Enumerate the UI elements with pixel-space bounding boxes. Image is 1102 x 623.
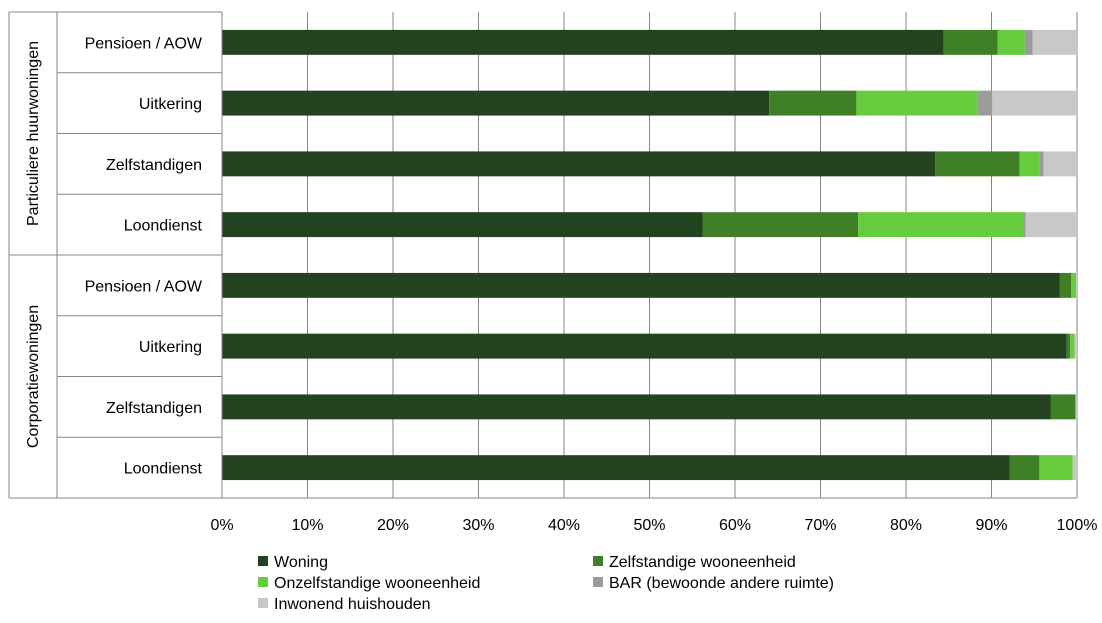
legend-label: BAR (bewoonde andere ruimte): [609, 575, 834, 592]
bar-segment: [1050, 394, 1076, 420]
x-tick-label: 50%: [633, 517, 665, 534]
x-tick-label: 70%: [804, 517, 836, 534]
bar-segment: [1076, 272, 1077, 298]
category-label: Uitkering: [139, 96, 202, 113]
bar-segment: [1066, 333, 1071, 359]
bar-segment: [943, 29, 998, 55]
category-label: Uitkering: [139, 339, 202, 356]
x-tick-label: 20%: [377, 517, 409, 534]
legend-label: Inwonend huishouden: [274, 596, 431, 613]
bar-segment: [1039, 455, 1073, 481]
bar-segment: [1043, 151, 1077, 177]
bars: [222, 29, 1077, 481]
bar-segment: [1071, 272, 1077, 298]
bar-segment: [856, 90, 978, 116]
legend-swatch: [258, 556, 268, 566]
category-label: Pensioen / AOW: [85, 35, 203, 52]
category-label: Loondienst: [124, 461, 203, 478]
bar-segment: [222, 394, 1051, 420]
x-tick-label: 90%: [975, 517, 1007, 534]
axes: [8, 11, 1077, 499]
bar-segment: [1059, 272, 1072, 298]
bar-segment: [702, 212, 859, 238]
legend-label: Zelfstandige wooneenheid: [609, 554, 796, 571]
bar-segment: [1019, 151, 1040, 177]
group-label: Particuliere huurwoningen: [25, 41, 42, 226]
legend-label: Onzelfstandige wooneenheid: [274, 575, 480, 592]
bar-segment: [1024, 29, 1033, 55]
x-tick-label: 10%: [291, 517, 323, 534]
legend-swatch: [593, 556, 603, 566]
bar-segment: [997, 29, 1025, 55]
legend-swatch: [258, 598, 268, 608]
bar-segment: [1074, 333, 1077, 359]
x-tick-label: 0%: [210, 517, 233, 534]
category-label: Pensioen / AOW: [85, 278, 203, 295]
bar-segment: [769, 90, 857, 116]
bar-segment: [935, 151, 1020, 177]
bar-segment: [222, 29, 944, 55]
bar-segment: [977, 90, 993, 116]
bar-segment: [1023, 212, 1026, 238]
bar-segment: [222, 90, 770, 116]
bar-segment: [1075, 394, 1077, 420]
x-tick-label: 60%: [719, 517, 751, 534]
bar-segment: [1076, 394, 1077, 420]
bar-segment: [222, 455, 1010, 481]
legend-swatch: [258, 577, 268, 587]
category-label: Zelfstandigen: [106, 157, 202, 174]
bar-segment: [1032, 29, 1077, 55]
x-tick-label: 40%: [548, 517, 580, 534]
legend-swatch: [593, 577, 603, 587]
x-tick-label: 30%: [462, 517, 494, 534]
bar-segment: [1009, 455, 1040, 481]
bar-segment: [222, 333, 1067, 359]
bar-segment: [222, 272, 1060, 298]
gridlines: [221, 12, 1078, 498]
bar-segment: [222, 151, 936, 177]
legend: Woning Zelfstandige wooneenheid Onzelfstan…: [258, 554, 834, 613]
bar-segment: [222, 212, 703, 238]
bar-segment: [1070, 333, 1075, 359]
category-label: Zelfstandigen: [106, 400, 202, 417]
category-label: Loondienst: [124, 218, 203, 235]
bar-segment: [992, 90, 1077, 116]
labels: Pensioen / AOW Uitkering Zelfstandigen Loon…: [25, 35, 1097, 534]
x-tick-label: 80%: [890, 517, 922, 534]
bar-segment: [858, 212, 1024, 238]
x-tick-label: 100%: [1057, 517, 1098, 534]
group-label: Corporatiewoningen: [25, 305, 42, 448]
bar-segment: [1039, 151, 1044, 177]
legend-label: Woning: [274, 554, 328, 571]
bar-segment: [1025, 212, 1077, 238]
bar-segment: [1072, 455, 1077, 481]
